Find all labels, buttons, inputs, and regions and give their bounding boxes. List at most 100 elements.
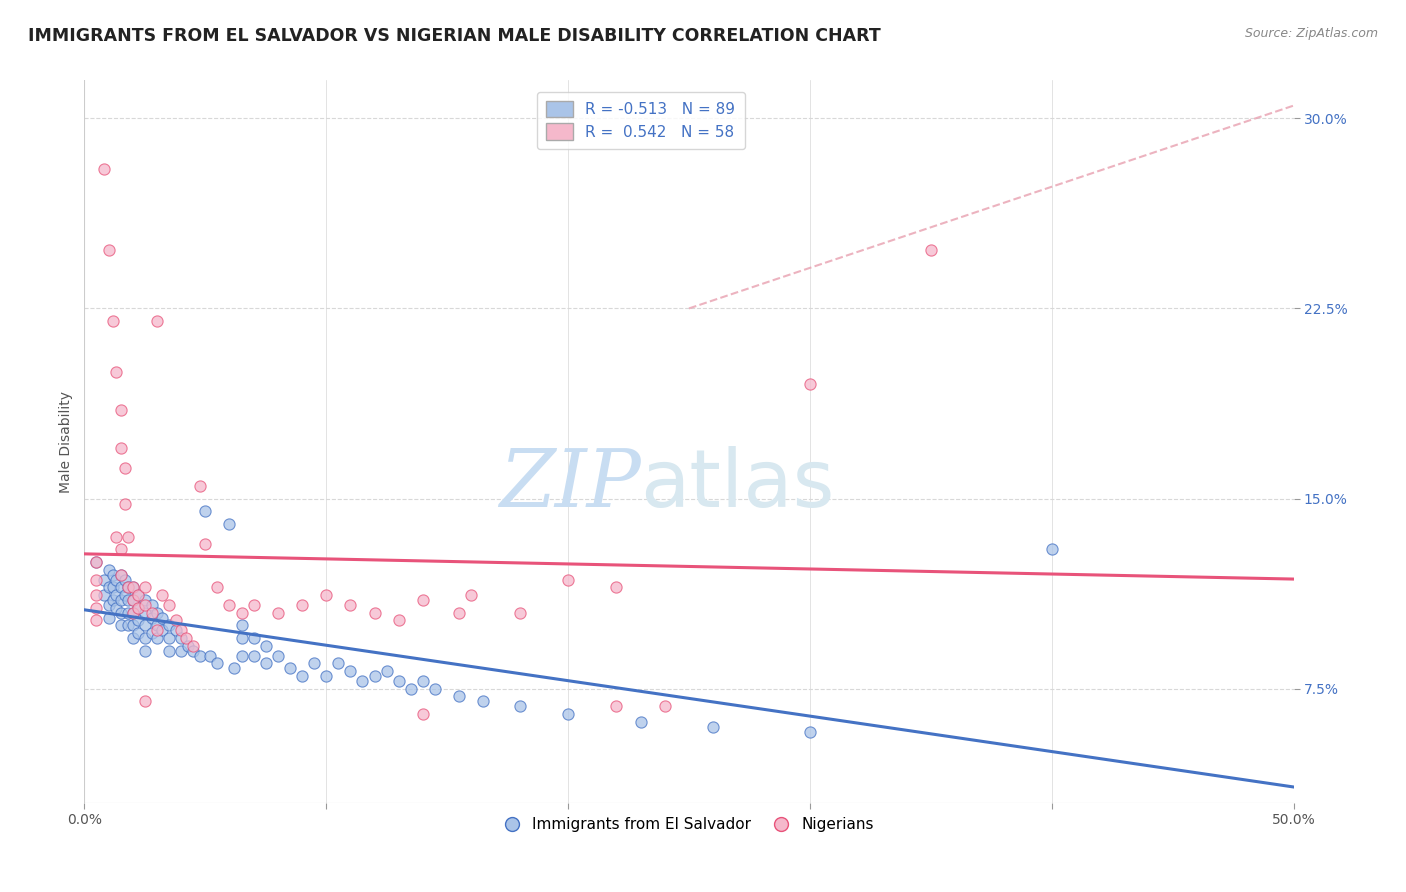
Point xyxy=(630,714,652,729)
Point xyxy=(218,516,240,531)
Point xyxy=(134,694,156,708)
Point xyxy=(117,606,139,620)
Point xyxy=(509,606,531,620)
Point xyxy=(134,580,156,594)
Point xyxy=(104,588,127,602)
Point xyxy=(157,643,180,657)
Point xyxy=(110,402,132,417)
Point xyxy=(1040,542,1063,557)
Point xyxy=(114,573,136,587)
Point xyxy=(328,657,350,671)
Point xyxy=(557,707,579,722)
Point xyxy=(117,580,139,594)
Point xyxy=(231,648,253,663)
Point xyxy=(110,567,132,582)
Point xyxy=(146,624,169,638)
Point xyxy=(267,648,290,663)
Y-axis label: Male Disability: Male Disability xyxy=(59,391,73,492)
Point xyxy=(207,657,229,671)
Point xyxy=(363,606,385,620)
Point xyxy=(302,657,325,671)
Point xyxy=(157,631,180,645)
Point xyxy=(127,600,149,615)
Point xyxy=(375,664,398,678)
Point xyxy=(170,624,193,638)
Point xyxy=(114,461,136,475)
Point xyxy=(134,631,156,645)
Point xyxy=(291,669,314,683)
Point xyxy=(121,580,143,594)
Point xyxy=(799,377,821,392)
Point xyxy=(117,530,139,544)
Point xyxy=(181,639,204,653)
Point xyxy=(117,618,139,632)
Point xyxy=(110,542,132,557)
Point xyxy=(146,606,169,620)
Point xyxy=(93,161,115,176)
Point xyxy=(141,598,163,612)
Point xyxy=(103,314,125,328)
Point xyxy=(242,631,264,645)
Point xyxy=(110,580,132,594)
Point xyxy=(117,593,139,607)
Point xyxy=(472,694,495,708)
Point xyxy=(103,580,125,594)
Point xyxy=(141,606,163,620)
Point xyxy=(702,720,724,734)
Point xyxy=(134,606,156,620)
Point xyxy=(104,530,127,544)
Point xyxy=(97,580,120,594)
Point xyxy=(291,598,314,612)
Point xyxy=(104,365,127,379)
Point xyxy=(134,643,156,657)
Point xyxy=(127,626,149,640)
Point xyxy=(170,631,193,645)
Point xyxy=(110,606,132,620)
Point xyxy=(146,631,169,645)
Point xyxy=(114,497,136,511)
Point xyxy=(412,707,434,722)
Point xyxy=(86,555,108,569)
Point xyxy=(460,588,482,602)
Point xyxy=(231,606,253,620)
Point xyxy=(799,724,821,739)
Point xyxy=(181,643,204,657)
Point xyxy=(150,611,173,625)
Point xyxy=(127,588,149,602)
Point xyxy=(121,606,143,620)
Point xyxy=(194,537,217,551)
Point xyxy=(93,573,115,587)
Point xyxy=(104,573,127,587)
Point xyxy=(920,243,942,257)
Point xyxy=(127,588,149,602)
Point xyxy=(315,588,337,602)
Point xyxy=(388,674,411,689)
Point xyxy=(231,631,253,645)
Point xyxy=(117,580,139,594)
Point xyxy=(165,613,187,627)
Point xyxy=(157,598,180,612)
Point xyxy=(198,648,221,663)
Text: IMMIGRANTS FROM EL SALVADOR VS NIGERIAN MALE DISABILITY CORRELATION CHART: IMMIGRANTS FROM EL SALVADOR VS NIGERIAN … xyxy=(28,27,882,45)
Point xyxy=(141,611,163,625)
Point xyxy=(194,504,217,518)
Point xyxy=(315,669,337,683)
Point xyxy=(254,657,277,671)
Point xyxy=(339,598,361,612)
Point xyxy=(86,588,108,602)
Point xyxy=(177,639,200,653)
Point xyxy=(174,631,197,645)
Point xyxy=(254,639,277,653)
Point xyxy=(412,674,434,689)
Point xyxy=(509,699,531,714)
Point xyxy=(97,598,120,612)
Point xyxy=(141,626,163,640)
Point xyxy=(97,563,120,577)
Point xyxy=(231,618,253,632)
Point xyxy=(605,699,627,714)
Legend: Immigrants from El Salvador, Nigerians: Immigrants from El Salvador, Nigerians xyxy=(498,812,880,838)
Point xyxy=(110,567,132,582)
Point xyxy=(103,593,125,607)
Point xyxy=(218,598,240,612)
Point xyxy=(127,613,149,627)
